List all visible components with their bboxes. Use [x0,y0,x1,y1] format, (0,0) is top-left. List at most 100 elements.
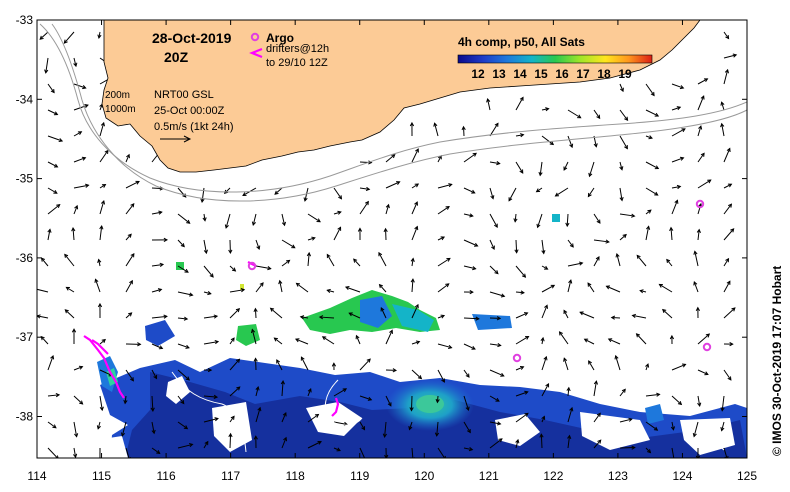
current-vector-head [235,358,241,363]
current-vector-head [204,440,209,446]
current-vector-head [471,345,476,350]
current-vector [281,213,286,226]
current-vector-head [490,195,495,200]
current-vector [380,307,387,319]
current-vector [463,395,469,411]
current-vector [203,341,219,345]
current-vector [723,369,732,381]
current-vector [671,106,681,111]
current-vector-head [185,344,190,349]
current-vector [177,239,185,247]
current-vector [721,102,725,111]
current-vector [99,339,106,345]
current-vector [721,421,725,431]
current-vector [559,331,569,345]
current-vector [463,239,478,247]
current-vector-head [461,125,466,131]
current-vector-head [316,218,321,223]
current-vector-head [446,257,451,262]
current-vector-head [156,450,161,455]
current-vector-head [698,125,703,130]
current-vector [229,386,241,397]
current-vector-head [538,171,543,177]
current-vector-head [729,341,734,347]
current-vector [632,314,647,319]
current-vector [619,161,623,170]
current-vector [121,421,127,436]
current-vector [515,134,524,137]
colorbar-label: 19 [618,67,632,81]
current-vector [411,148,419,163]
current-vector-head [593,380,599,385]
current-vector-head [185,376,190,381]
current-vector [463,447,473,451]
current-vector-head [720,407,725,412]
current-vector [349,312,361,319]
current-vector [203,315,218,319]
current-vector [125,203,135,215]
current-vector [437,155,442,163]
current-vector [593,213,601,224]
current-vector [73,366,83,371]
current-vector [619,388,626,397]
sst-contour [697,419,725,451]
current-vector [333,187,342,200]
current-vector-head [153,374,158,380]
current-vector [515,239,518,253]
current-vector [177,395,185,404]
current-vector [489,187,494,199]
current-vector [177,265,189,273]
current-vector [203,265,214,278]
current-vector-head [567,434,572,440]
current-vector [645,161,659,170]
current-vector-head [679,156,685,161]
current-vector [408,421,413,430]
current-vector-head [720,101,725,106]
current-vector-head [648,135,653,140]
current-vector-head [497,342,502,348]
current-vector-head [97,258,102,264]
current-vector-head [525,335,530,340]
current-vector-head [71,328,77,333]
current-vector [463,265,476,270]
sst-patch-green [236,324,260,346]
current-vector [39,31,49,40]
current-vector-head [730,228,735,233]
current-vector [697,369,709,375]
x-tick-label: 125 [737,469,757,483]
current-vector [151,263,164,267]
current-vector [255,407,261,423]
current-vector-head [695,306,701,312]
current-vector-head [251,221,256,226]
current-vector-head [670,426,676,431]
current-vector [307,237,315,241]
current-vector [270,307,283,319]
current-vector-head [543,355,548,361]
current-vector [567,135,573,148]
current-vector-head [383,227,388,233]
current-vector [47,187,58,194]
current-vector [319,316,335,319]
current-vector-head [519,169,524,174]
current-vector [385,154,396,163]
current-vector-head [94,278,99,283]
scale-arrow [160,135,192,143]
current-vector-head [654,191,659,196]
current-vector-head [631,313,636,319]
current-vector-head [54,455,59,458]
current-vector [229,265,236,272]
x-tick-label: 124 [672,469,692,483]
sst-gap [495,414,540,446]
x-tick-label: 114 [27,469,46,483]
current-vector [539,161,543,176]
current-vector [177,421,188,430]
current-product: NRT00 GSL [154,89,214,101]
current-vector-head [235,308,241,313]
current-vector [515,291,524,294]
current-vector [45,57,49,73]
current-vector-head [693,281,698,286]
sst-patch-central-cyan [392,304,434,332]
current-vector-head [468,447,474,452]
current-vector-head [337,210,342,215]
